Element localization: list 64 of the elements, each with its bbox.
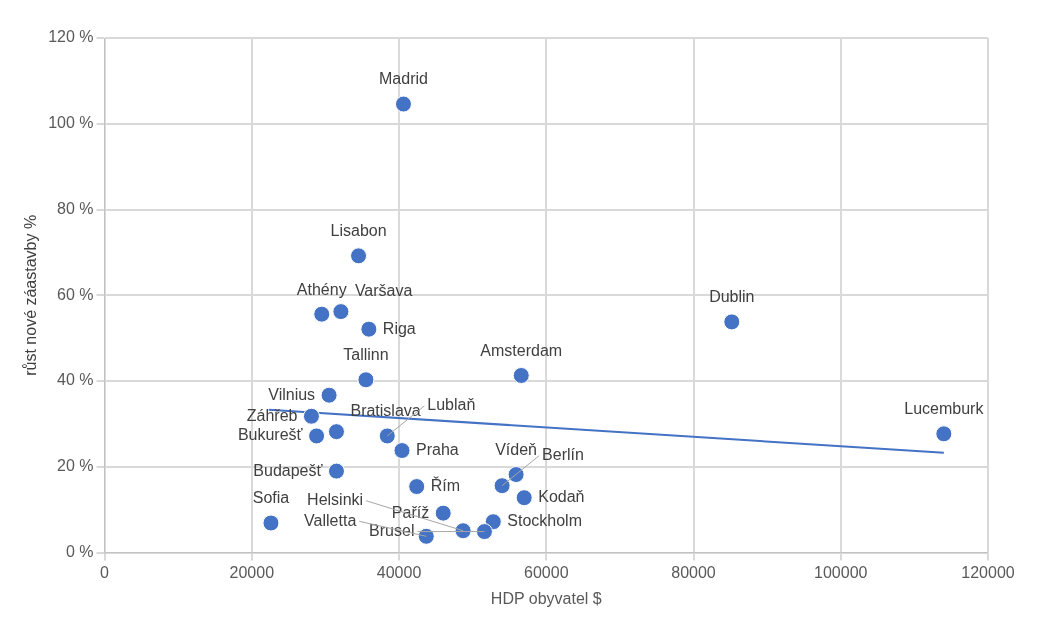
annotation: Athény [296, 280, 347, 298]
x-tick-label: 0 [100, 563, 110, 581]
x-tick-label: 80000 [671, 563, 716, 581]
x-tick-label: 40000 [376, 563, 422, 581]
y-tick-label: 60 % [57, 285, 94, 303]
annotation: Dublin [709, 288, 755, 306]
annotation: Vídeň [495, 440, 538, 458]
point [357, 371, 375, 389]
y-tick-label: 120 % [48, 28, 94, 46]
y-tick-label: 40 % [57, 371, 94, 389]
annotation: Riga [382, 319, 416, 337]
point [308, 427, 326, 445]
point [723, 313, 741, 331]
point [515, 489, 533, 507]
annotation: Madrid [379, 70, 428, 88]
x-tick-label: 20000 [229, 563, 275, 581]
point [327, 423, 345, 441]
point [512, 366, 530, 384]
point [393, 442, 411, 460]
point [935, 425, 953, 443]
annotation: Valletta [304, 511, 357, 529]
point [434, 504, 452, 522]
point [313, 305, 331, 323]
point [320, 386, 338, 404]
annotation: Praha [415, 440, 459, 458]
annotation: Kodaň [538, 488, 585, 506]
point [302, 407, 320, 425]
point [378, 427, 396, 445]
annotation: Řím [430, 475, 461, 494]
annotation: Amsterdam [480, 341, 563, 359]
annotation: Lublaň [427, 396, 476, 414]
point [408, 478, 426, 496]
y-axis-title: růst nové záastavby % [22, 214, 40, 376]
point [360, 320, 378, 338]
annotation: Lisabon [330, 222, 387, 240]
point [475, 523, 493, 541]
x-tick-label: 100000 [814, 563, 868, 581]
y-tick-label: 20 % [57, 457, 94, 475]
x-tick-label: 60000 [524, 563, 569, 581]
annotation: Tallinn [343, 346, 389, 364]
y-tick-label: 100 % [48, 114, 94, 132]
annotation: Záhřeb [246, 406, 298, 424]
point [332, 303, 350, 321]
annotation: Paříž [391, 503, 430, 521]
point [327, 462, 345, 480]
point [350, 247, 368, 265]
point [493, 477, 511, 495]
annotation: Bratislava [350, 402, 421, 420]
annotation: Sofia [252, 489, 290, 507]
annotation: Vilnius [268, 385, 316, 403]
y-tick-label: 80 % [57, 199, 94, 217]
annotation: Varšava [354, 282, 413, 299]
annotation: Budapešť [253, 461, 324, 479]
annotation: Berlín [542, 446, 584, 464]
point [394, 95, 412, 113]
annotation: Helsinki [307, 491, 364, 509]
y-tick-label: 0 % [65, 543, 94, 561]
annotation: Bukurešť [237, 426, 304, 444]
x-axis-title: HDP obyvatel $ [490, 589, 602, 607]
annotation: Brusel [369, 521, 415, 539]
point [262, 514, 280, 532]
annotation: Stockholm [507, 512, 582, 530]
x-tick-label: 120000 [961, 563, 1015, 581]
annotation: Lucemburk [904, 400, 985, 418]
